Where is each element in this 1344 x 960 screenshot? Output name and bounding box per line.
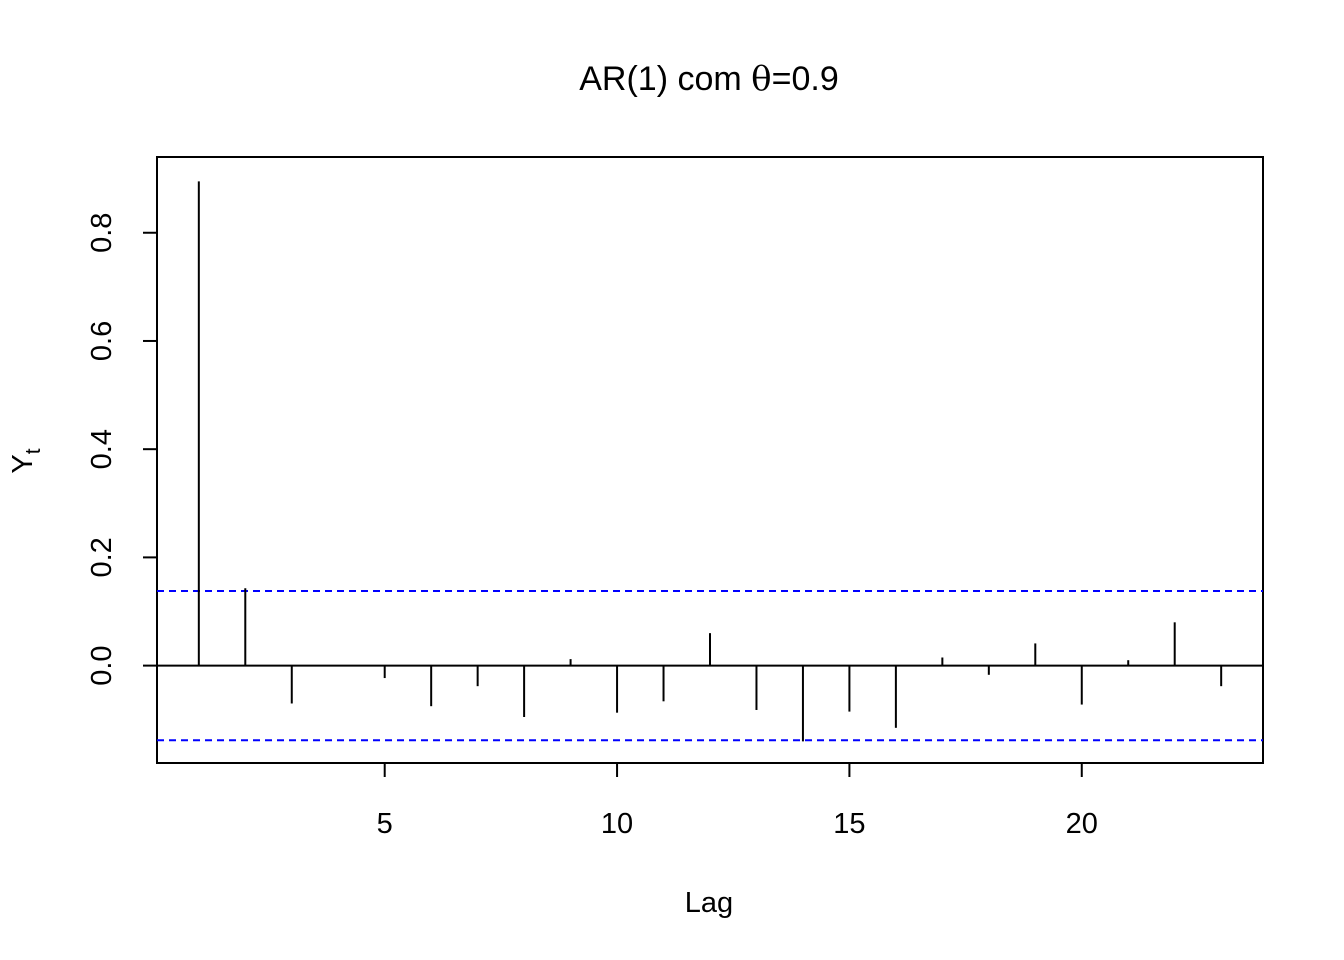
x-axis-label: Lag [685,887,733,919]
chart-title-value: =0.9 [772,60,839,98]
y-tick-label: 0.2 [86,537,118,577]
y-axis-label-main: Y [7,454,39,473]
plot-area: 5 10 15 20 0.0 0.2 0.4 0.6 0.8 [86,156,1264,840]
x-tick-label: 20 [1066,808,1098,840]
chart-title-text: AR(1) com [579,60,751,98]
x-tick-label: 15 [833,808,865,840]
y-axis-label: Yt [7,448,45,473]
chart-title: AR(1) com θ=0.9 [579,59,839,99]
theta-symbol: θ [751,59,771,99]
plot-frame [156,156,1264,764]
y-tick-label: 0.8 [86,213,118,253]
y-tick-label: 0.0 [86,645,118,685]
y-tick-label: 0.4 [86,429,118,469]
x-tick-label: 5 [377,808,393,840]
y-tick-label: 0.6 [86,321,118,361]
y-axis-label-subscript: t [22,448,45,454]
x-tick-label: 10 [601,808,633,840]
